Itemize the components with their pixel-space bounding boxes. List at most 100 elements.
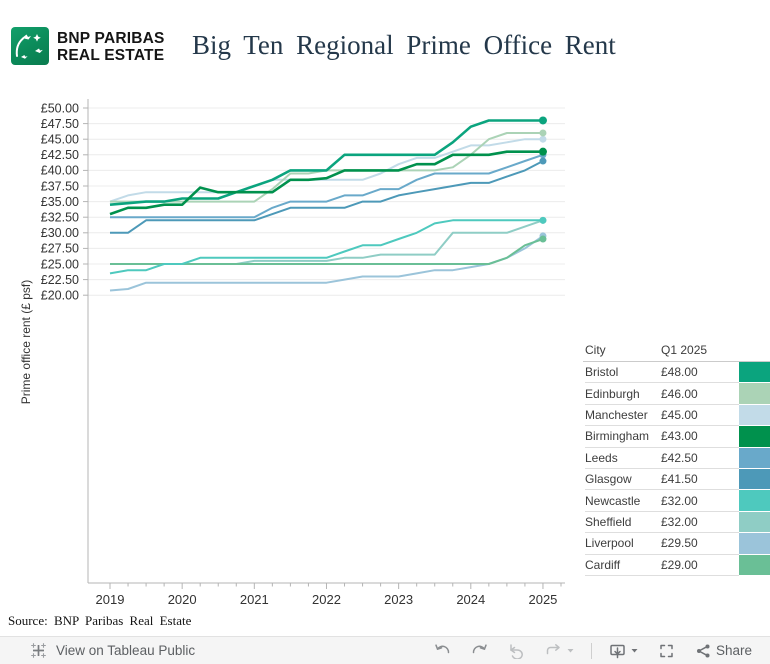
share-button[interactable]: Share <box>692 640 754 662</box>
brand-line2: REAL ESTATE <box>57 47 165 64</box>
legend-swatch <box>739 554 770 575</box>
legend-value-label: £32.00 <box>661 514 698 529</box>
revert-icon <box>510 644 523 659</box>
legend-value-label: £29.50 <box>661 536 698 551</box>
legend-row-text: Cardiff £29.00 <box>585 555 739 576</box>
legend-row-newcastle[interactable]: Newcastle £32.00 <box>583 490 770 512</box>
legend-value-label: £48.00 <box>661 365 698 380</box>
y-tick-labels: £20.00 £22.50 £25.00£27.50 £30.00£32.50 £35.… <box>41 101 88 303</box>
legend-city-label: Cardiff <box>585 557 621 572</box>
toolbar-actions: Share <box>431 640 754 662</box>
legend-row-leeds[interactable]: Leeds £42.50 <box>583 447 770 469</box>
legend-row-sheffield[interactable]: Sheffield £32.00 <box>583 511 770 534</box>
y-tick-label: £50.00 <box>41 101 79 115</box>
undo-button[interactable] <box>431 640 454 661</box>
series-line-manchester <box>109 135 547 203</box>
series-line-glasgow <box>110 157 547 234</box>
line-chart[interactable]: Prime office rent (£ psf) £20.00 £22.50 £2… <box>0 85 583 612</box>
legend-col-q1-2025: Q1 2025 <box>661 342 708 357</box>
fullscreen-icon <box>660 644 673 657</box>
series-line-birmingham <box>109 147 547 216</box>
view-on-tableau-label: View on Tableau Public <box>56 643 196 658</box>
y-tick-label: £35.00 <box>41 195 79 209</box>
y-axis-title: Prime office rent (£ psf) <box>19 280 33 405</box>
tableau-toolbar: View on Tableau Public <box>0 636 770 664</box>
legend-city-label: Manchester <box>585 407 648 422</box>
chevron-down-icon <box>567 648 574 652</box>
legend-row-cardiff[interactable]: Cardiff £29.00 <box>583 554 770 576</box>
legend-row-text: Manchester £45.00 <box>585 405 739 427</box>
series-end-dot[interactable] <box>538 116 547 125</box>
legend-swatch <box>739 404 770 426</box>
legend-row-edinburgh[interactable]: Edinburgh £46.00 <box>583 383 770 405</box>
page-title: Big Ten Regional Prime Office Rent <box>192 30 616 60</box>
x-tick-label: 2021 <box>240 592 269 607</box>
legend-row-text: Birmingham £43.00 <box>585 426 739 448</box>
fullscreen-button[interactable] <box>655 640 678 662</box>
legend-row-text: Leeds £42.50 <box>585 448 739 469</box>
y-tick-label: £25.00 <box>41 257 79 271</box>
redo-icon <box>472 644 487 654</box>
source-note: Source: BNP Paribas Real Estate <box>8 613 192 628</box>
legend-city-label: Leeds <box>585 450 618 465</box>
y-tick-label: £27.50 <box>41 242 79 256</box>
undo-icon <box>435 644 450 654</box>
legend-row-bristol[interactable]: Bristol £48.00 <box>583 362 770 384</box>
revert-button[interactable] <box>505 640 528 661</box>
series-end-dot[interactable] <box>539 129 547 137</box>
bnp-paribas-logo <box>11 27 49 65</box>
legend-city-label: Liverpool <box>585 536 634 551</box>
series-end-dot[interactable] <box>539 216 547 224</box>
download-button[interactable] <box>606 640 641 662</box>
legend-city-label: Birmingham <box>585 429 650 444</box>
legend-swatch <box>739 490 770 511</box>
legend-city-label: Sheffield <box>585 514 632 529</box>
legend-city-label: Newcastle <box>585 493 641 508</box>
share-icon <box>696 644 710 657</box>
x-tick-label: 2019 <box>96 592 125 607</box>
series-path[interactable] <box>110 153 544 219</box>
legend-row-liverpool[interactable]: Liverpool £29.50 <box>583 533 770 555</box>
refresh-icon <box>546 644 560 655</box>
chevron-down-icon <box>631 648 638 652</box>
legend-row-text: Glasgow £41.50 <box>585 469 739 491</box>
series-path[interactable] <box>109 219 543 275</box>
legend-swatch <box>739 383 770 404</box>
toolbar-separator <box>590 642 592 659</box>
legend-row-birmingham[interactable]: Birmingham £43.00 <box>583 426 770 448</box>
x-tick-label: 2024 <box>456 592 485 607</box>
legend-swatch <box>739 533 770 554</box>
x-tick-label: 2022 <box>312 592 341 607</box>
series-line-edinburgh <box>110 129 547 203</box>
series-path[interactable] <box>109 150 543 216</box>
legend-row-glasgow[interactable]: Glasgow £41.50 <box>583 468 770 491</box>
y-tick-label: £45.00 <box>41 133 79 147</box>
series-path[interactable] <box>110 160 544 234</box>
series-end-dot[interactable] <box>539 235 547 243</box>
legend-row-manchester[interactable]: Manchester £45.00 <box>583 404 770 427</box>
refresh-button[interactable] <box>542 640 577 661</box>
legend-value-label: £32.00 <box>661 493 698 508</box>
x-tick-label: 2020 <box>168 592 197 607</box>
legend-row-text: Liverpool £29.50 <box>585 533 739 555</box>
brand-wordmark: BNP PARIBAS REAL ESTATE <box>57 30 165 64</box>
legend-row-text: Newcastle £32.00 <box>585 490 739 512</box>
x-tick-label: 2025 <box>528 592 557 607</box>
legend-swatch <box>739 362 770 383</box>
series-path[interactable] <box>109 138 543 203</box>
bnp-paribas-birds-icon <box>15 34 43 59</box>
share-label: Share <box>715 643 752 658</box>
download-icon <box>610 644 625 658</box>
legend-swatch <box>739 426 770 447</box>
legend-city-label: Edinburgh <box>585 386 640 401</box>
view-on-tableau-link[interactable]: View on Tableau Public <box>30 642 195 659</box>
series-end-dot[interactable] <box>539 157 547 165</box>
series-path[interactable] <box>109 119 543 206</box>
series-line-bristol <box>109 116 547 206</box>
series-end-dot[interactable] <box>539 135 547 143</box>
legend-header: City Q1 2025 <box>583 338 770 362</box>
series-path[interactable] <box>109 235 544 292</box>
redo-button[interactable] <box>468 640 491 661</box>
series-end-dot[interactable] <box>538 147 547 156</box>
